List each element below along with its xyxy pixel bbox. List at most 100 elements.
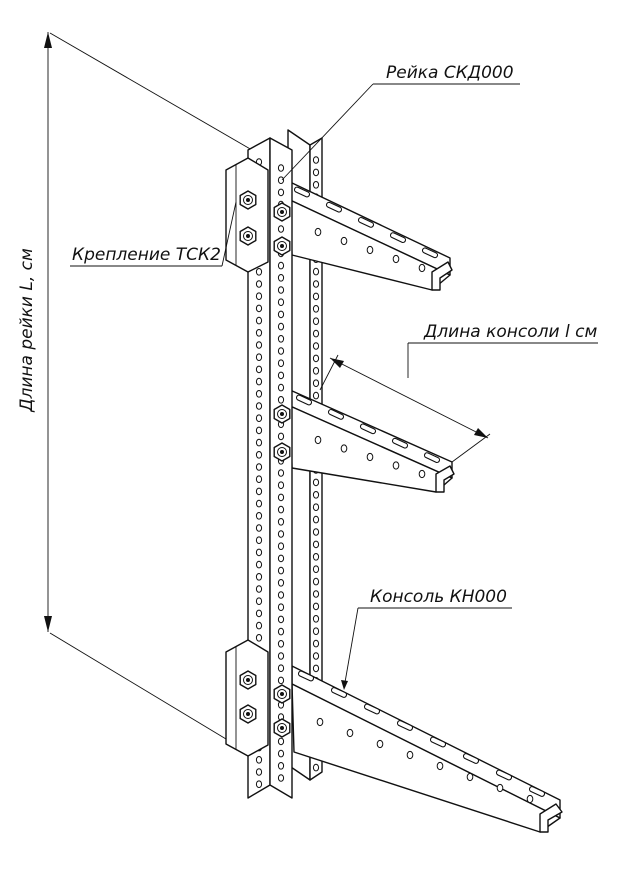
console-length-dimension: Длина консоли l см (319, 322, 598, 463)
console-slot (327, 409, 345, 420)
bolt (239, 704, 257, 724)
console-slot (462, 753, 480, 764)
mount-bracket-bottom (225, 639, 269, 757)
rail-hole (277, 261, 285, 270)
console-hole (526, 794, 534, 804)
bolt-tip (280, 412, 284, 416)
rail-hole (255, 560, 263, 569)
rail-hole (277, 774, 285, 782)
rail-hole (277, 627, 285, 636)
rail-hole (255, 280, 263, 288)
rail-hole (312, 503, 320, 512)
bolt (273, 404, 291, 424)
rail-hole (277, 322, 285, 331)
console-hole (418, 263, 426, 273)
rail-hole (255, 304, 263, 313)
bolt (239, 226, 257, 246)
rail-hole (312, 664, 320, 673)
rail-hole (255, 780, 263, 789)
console-slot (389, 232, 407, 243)
console-hole (436, 761, 444, 771)
rail-hole (255, 292, 263, 301)
rail-hole (312, 478, 320, 487)
rail-hole (255, 438, 263, 447)
console-slot (359, 423, 377, 435)
console-slot (429, 736, 447, 748)
bolt (273, 442, 291, 462)
rail-hole (312, 615, 320, 623)
rail-hole (277, 164, 285, 172)
console-hole (346, 728, 354, 738)
rail-hole (277, 383, 285, 392)
rail-hole (277, 518, 285, 526)
rail-hole (312, 354, 320, 363)
rail-hole (277, 359, 285, 368)
rail-hole (312, 590, 320, 598)
rail-hole (277, 225, 285, 233)
console-hole (392, 461, 400, 470)
rail-hole (312, 267, 320, 276)
console-hole (392, 254, 400, 264)
console-slot (391, 437, 409, 449)
bolt-tip (280, 692, 284, 696)
rail-hole (255, 585, 263, 593)
rail-hole (277, 481, 285, 490)
rail-hole (277, 530, 285, 538)
rail-hole (312, 577, 320, 586)
rail-hole (277, 676, 285, 685)
rail-hole (277, 286, 285, 294)
rail-hole (312, 763, 320, 772)
console-slot (295, 394, 313, 406)
rail-hole (255, 329, 263, 337)
rail-hole (255, 524, 263, 532)
rail-hole (312, 305, 320, 313)
rail-hole (277, 652, 285, 660)
rail-hole (312, 515, 320, 524)
rail-hole (255, 377, 263, 386)
rail-hole (255, 451, 263, 459)
rail-hole (255, 621, 263, 630)
rail-hole (312, 491, 320, 499)
console-bottom (291, 665, 563, 833)
console-hole (316, 717, 324, 727)
mount-label: Крепление ТСК2 (72, 245, 221, 265)
rail-hole (277, 298, 285, 307)
rail-hole (277, 176, 285, 184)
rail-hole (277, 566, 285, 575)
rail-hole (255, 316, 263, 325)
console-hole (366, 245, 374, 255)
rail-hole (312, 652, 320, 660)
bolt (273, 718, 291, 738)
rail-hole (255, 634, 263, 642)
mount-callout: Крепление ТСК2 (70, 201, 237, 267)
console-slot (495, 769, 513, 781)
console-hole (340, 444, 348, 453)
rail-length-label: Длина рейки L, см (17, 248, 37, 413)
rail-hole (277, 615, 285, 624)
rail-hole (255, 597, 263, 606)
console-slot (325, 201, 343, 213)
bolt-tip (246, 712, 250, 716)
rail-hole (255, 341, 263, 349)
bolt (239, 670, 257, 690)
bolt (273, 236, 291, 256)
console-slot (528, 786, 546, 797)
rail-hole (255, 414, 263, 423)
rail-length-dimension: Длина рейки L, см (17, 32, 253, 746)
console-slot (421, 247, 439, 259)
rail-hole (277, 591, 285, 599)
rail-hole (255, 512, 263, 520)
rail-hole (312, 391, 320, 400)
rail-hole (312, 280, 320, 288)
console-slot (330, 687, 348, 698)
rail-hole (255, 768, 263, 776)
console-hole (376, 739, 384, 749)
rail-hole (255, 365, 263, 374)
console-label: Консоль КН000 (370, 587, 507, 607)
rail-hole (277, 432, 285, 441)
rail-hole (312, 528, 320, 536)
console-length-label: Длина консоли l см (423, 322, 597, 342)
console-slot (423, 452, 441, 463)
rail-hole (255, 402, 263, 410)
rail-hole (277, 371, 285, 380)
